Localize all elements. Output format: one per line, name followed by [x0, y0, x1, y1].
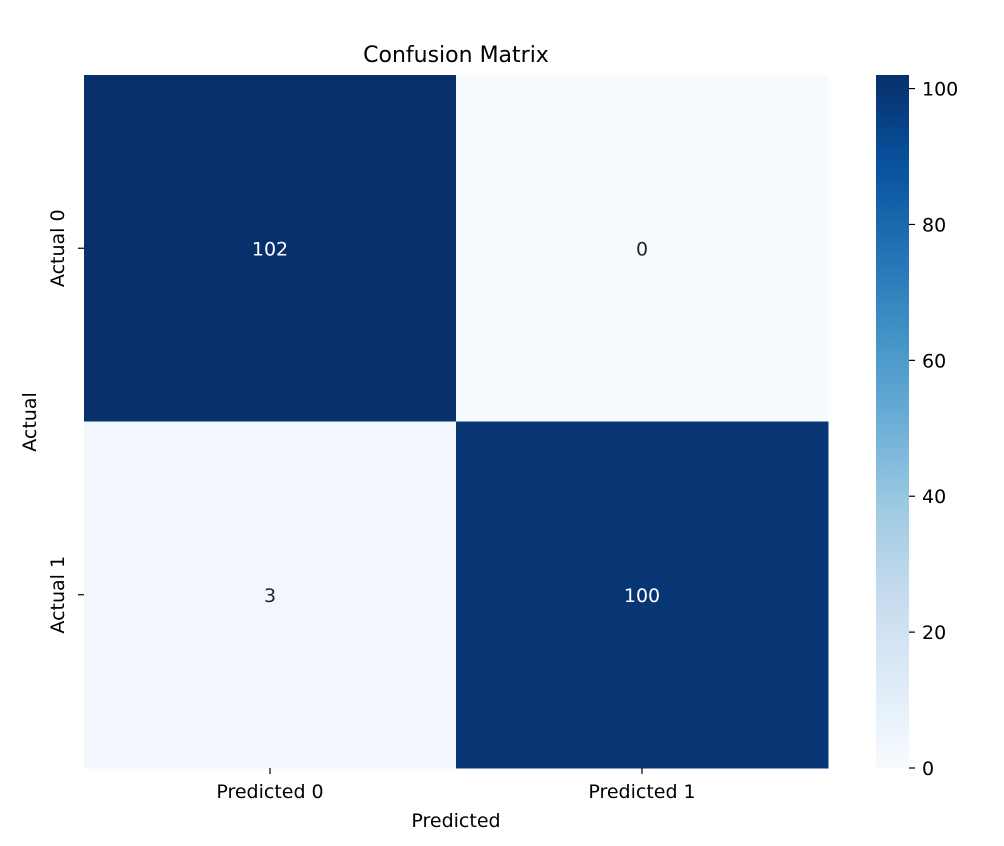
- colorbar-tick-label: 80: [922, 214, 946, 236]
- heatmap-cell: [456, 75, 829, 422]
- x-axis-label: Predicted: [411, 810, 500, 832]
- x-tick-label: Predicted 1: [588, 781, 695, 803]
- y-tick-label: Actual 1: [47, 556, 69, 634]
- cell-value-label: 100: [624, 585, 660, 607]
- y-tick-label: Actual 0: [47, 209, 69, 287]
- heatmap-cell: [84, 75, 457, 422]
- colorbar-tick-label: 100: [922, 79, 958, 101]
- cell-value-label: 3: [264, 585, 276, 607]
- colorbar-tick-label: 40: [922, 486, 946, 508]
- colorbar-gradient: [876, 75, 909, 768]
- cell-value-label: 0: [636, 238, 648, 260]
- colorbar: [876, 75, 909, 768]
- chart-title: Confusion Matrix: [363, 43, 549, 68]
- colorbar-ticks: 0 20 40 60 80 100: [909, 79, 958, 780]
- x-tick-label: Predicted 0: [216, 781, 323, 803]
- y-axis-label: Actual: [19, 392, 41, 452]
- colorbar-tick-label: 60: [922, 350, 946, 372]
- cell-value-label: 102: [252, 238, 288, 260]
- heatmap-cells: 102 0 3 100: [84, 75, 829, 769]
- heatmap-cell: [84, 421, 457, 769]
- colorbar-tick-label: 0: [922, 758, 934, 780]
- colorbar-tick-label: 20: [922, 622, 946, 644]
- x-axis-ticks: Predicted 0 Predicted 1: [216, 768, 696, 803]
- y-axis-ticks: Actual 0 Actual 1: [47, 209, 84, 634]
- heatmap-cell: [456, 421, 829, 769]
